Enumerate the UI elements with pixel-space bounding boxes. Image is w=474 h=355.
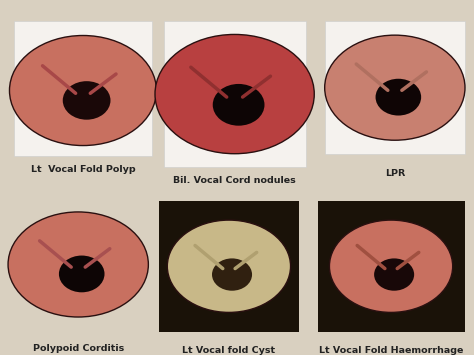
FancyBboxPatch shape [325, 21, 465, 154]
Text: Lt Vocal fold Cyst: Lt Vocal fold Cyst [182, 346, 275, 355]
Ellipse shape [35, 55, 131, 99]
Circle shape [167, 220, 291, 312]
Text: Lt Vocal Fold Haemorrhage: Lt Vocal Fold Haemorrhage [319, 346, 463, 355]
Ellipse shape [183, 55, 286, 103]
Circle shape [8, 212, 148, 317]
FancyBboxPatch shape [14, 21, 152, 156]
Circle shape [9, 36, 156, 146]
Circle shape [325, 35, 465, 140]
Ellipse shape [213, 84, 264, 126]
Ellipse shape [189, 236, 269, 273]
Text: Bil. Vocal Cord nodules: Bil. Vocal Cord nodules [173, 176, 296, 185]
FancyBboxPatch shape [159, 201, 299, 332]
Ellipse shape [33, 230, 124, 272]
Ellipse shape [351, 236, 431, 273]
FancyBboxPatch shape [164, 21, 306, 167]
Ellipse shape [349, 54, 440, 95]
Text: LPR: LPR [385, 169, 405, 178]
Text: Lt  Vocal Fold Polyp: Lt Vocal Fold Polyp [31, 165, 135, 174]
Ellipse shape [374, 258, 414, 291]
FancyBboxPatch shape [318, 201, 465, 332]
Text: Polypoid Corditis: Polypoid Corditis [33, 344, 124, 353]
Ellipse shape [63, 81, 110, 120]
Ellipse shape [375, 79, 421, 115]
Circle shape [155, 34, 314, 154]
Circle shape [329, 220, 453, 312]
Ellipse shape [212, 258, 252, 291]
Ellipse shape [59, 256, 104, 292]
